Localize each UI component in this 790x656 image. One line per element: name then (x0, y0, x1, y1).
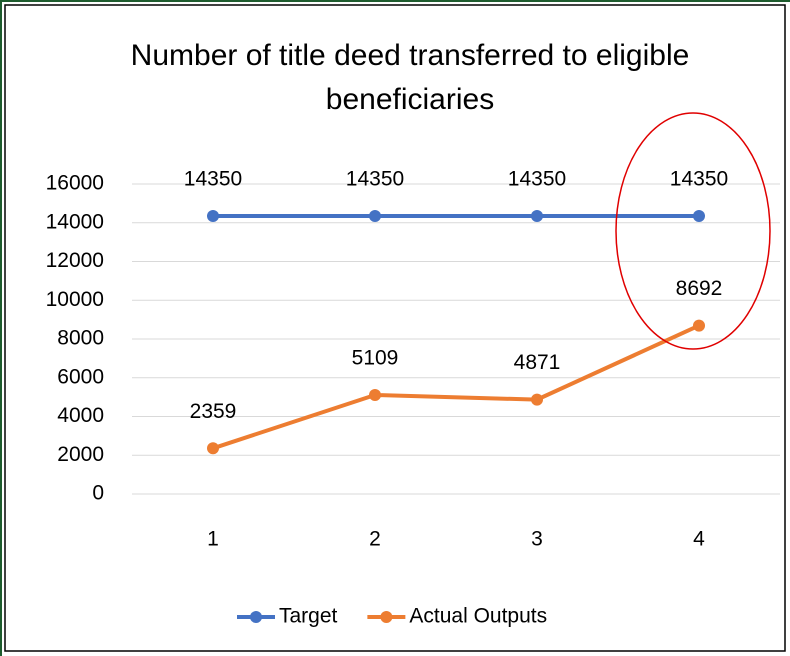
x-tick-label: 1 (207, 528, 219, 551)
point (693, 209, 705, 222)
x-tick-label: 2 (369, 528, 381, 551)
legend-label: Target (279, 605, 338, 628)
data-label: 14350 (670, 168, 728, 191)
legend-marker (250, 611, 262, 623)
legend-item: Target (237, 605, 338, 628)
point (207, 209, 219, 222)
legend-item: Actual Outputs (367, 605, 547, 628)
y-tick-label: 0 (92, 482, 104, 505)
legend-marker (380, 611, 393, 623)
point (207, 442, 219, 455)
data-label: 5109 (352, 347, 399, 370)
point (693, 319, 705, 332)
y-tick-label: 6000 (57, 365, 104, 388)
point (531, 209, 543, 222)
y-tick-label: 12000 (46, 249, 104, 272)
data-label: 4871 (514, 351, 561, 374)
marks (207, 209, 705, 455)
data-label: 2359 (190, 400, 237, 423)
y-tick-label: 14000 (46, 210, 104, 233)
data-label: 14350 (346, 168, 404, 191)
y-tick-label: 2000 (57, 443, 104, 466)
data-label: 14350 (184, 168, 242, 191)
y-tick-label: 10000 (46, 288, 104, 311)
x-tick-label: 4 (693, 528, 705, 551)
legend-label: Actual Outputs (409, 605, 547, 628)
data-label: 14350 (508, 168, 566, 191)
point (531, 393, 543, 406)
point (369, 389, 381, 402)
chart-title: Number of title deed transferred to elig… (130, 39, 690, 116)
series-line (212, 323, 700, 451)
data-label: 8692 (676, 277, 723, 300)
grid (132, 183, 780, 495)
highlight-ellipse (615, 112, 771, 350)
y-tick-label: 4000 (57, 404, 104, 427)
chart-border (4, 4, 786, 652)
x-tick-label: 3 (531, 528, 543, 551)
point (369, 209, 381, 222)
y-tick-label: 8000 (57, 327, 104, 350)
y-tick-label: 16000 (46, 172, 104, 195)
